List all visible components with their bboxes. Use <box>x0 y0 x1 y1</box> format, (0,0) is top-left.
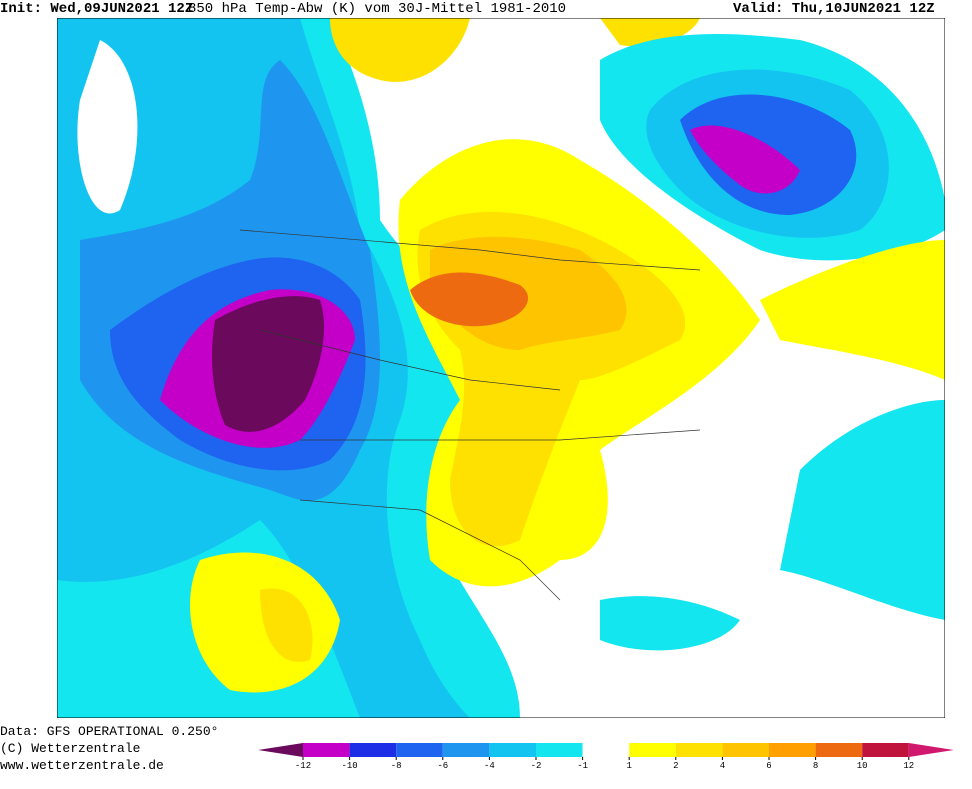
colorbar-tick-label: 8 <box>813 761 818 771</box>
colorbar-tick-label: 6 <box>766 761 771 771</box>
colorbar-segment <box>582 743 630 757</box>
colorbar-tick-label: -8 <box>391 761 402 771</box>
url: www.wetterzentrale.de <box>0 758 164 773</box>
copyright: (C) Wetterzentrale <box>0 741 140 756</box>
colorbar-tick-label: 10 <box>857 761 868 771</box>
data-source: Data: GFS OPERATIONAL 0.250° <box>0 724 218 739</box>
colorbar-tick-label: -6 <box>437 761 448 771</box>
colorbar-tick-label: -1 <box>577 761 588 771</box>
colorbar-tick-label: -12 <box>295 761 311 771</box>
colorbar-segment <box>629 743 676 757</box>
colorbar-segment <box>489 743 536 757</box>
colorbar-segment <box>442 743 490 757</box>
colorbar: -12 -10 -8 -6 -4 -2 -1 1 2 4 6 8 10 12 <box>258 743 954 771</box>
colorbar-segment <box>815 743 863 757</box>
colorbar-tick-label: -4 <box>484 761 495 771</box>
colorbar-tick-label: 4 <box>720 761 725 771</box>
colorbar-tick-label: -10 <box>341 761 357 771</box>
colorbar-tick-label: 1 <box>626 761 631 771</box>
colorbar-segment <box>303 743 350 757</box>
colorbar-segment <box>722 743 769 757</box>
colorbar-high-end <box>908 743 954 757</box>
init-label: Init: Wed,09JUN2021 12Z <box>0 1 193 17</box>
map <box>57 18 945 718</box>
colorbar-tick-label: 12 <box>903 761 914 771</box>
colorbar-segment <box>769 743 816 757</box>
colorbar-tick-label: -2 <box>531 761 542 771</box>
colorbar-segment <box>536 743 583 757</box>
colorbar-segment <box>862 743 909 757</box>
map-title: 850 hPa Temp-Abw (K) vom 30J-Mittel 1981… <box>188 1 566 17</box>
valid-label: Valid: Thu,10JUN2021 12Z <box>733 1 935 17</box>
colorbar-segment <box>396 743 443 757</box>
colorbar-tick-label: 2 <box>673 761 678 771</box>
colorbar-low-end <box>258 743 303 757</box>
colorbar-segment <box>675 743 723 757</box>
colorbar-segment <box>349 743 397 757</box>
